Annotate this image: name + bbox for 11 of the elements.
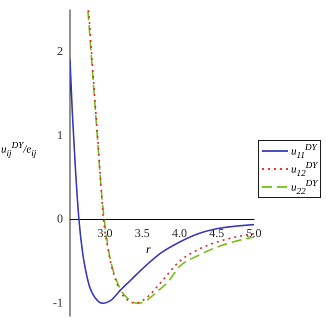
y-tick-label: 2 (56, 44, 63, 58)
x-axis-title: r (146, 242, 151, 257)
y-tick-label: 1 (56, 128, 63, 142)
x-tick-label: 3.0 (98, 226, 113, 240)
x-tick-label: 4.0 (172, 226, 188, 240)
y-tick-label: 0 (56, 212, 63, 226)
y-tick-label: -1 (52, 295, 63, 310)
x-tick-label: 4.5 (209, 226, 224, 240)
x-tick-label: 3.5 (134, 226, 150, 240)
y-axis-title: u$_{ij}$$^{DY}$/e$_{ij}$ (1, 140, 36, 158)
x-tick-label: 5.0 (246, 226, 262, 240)
